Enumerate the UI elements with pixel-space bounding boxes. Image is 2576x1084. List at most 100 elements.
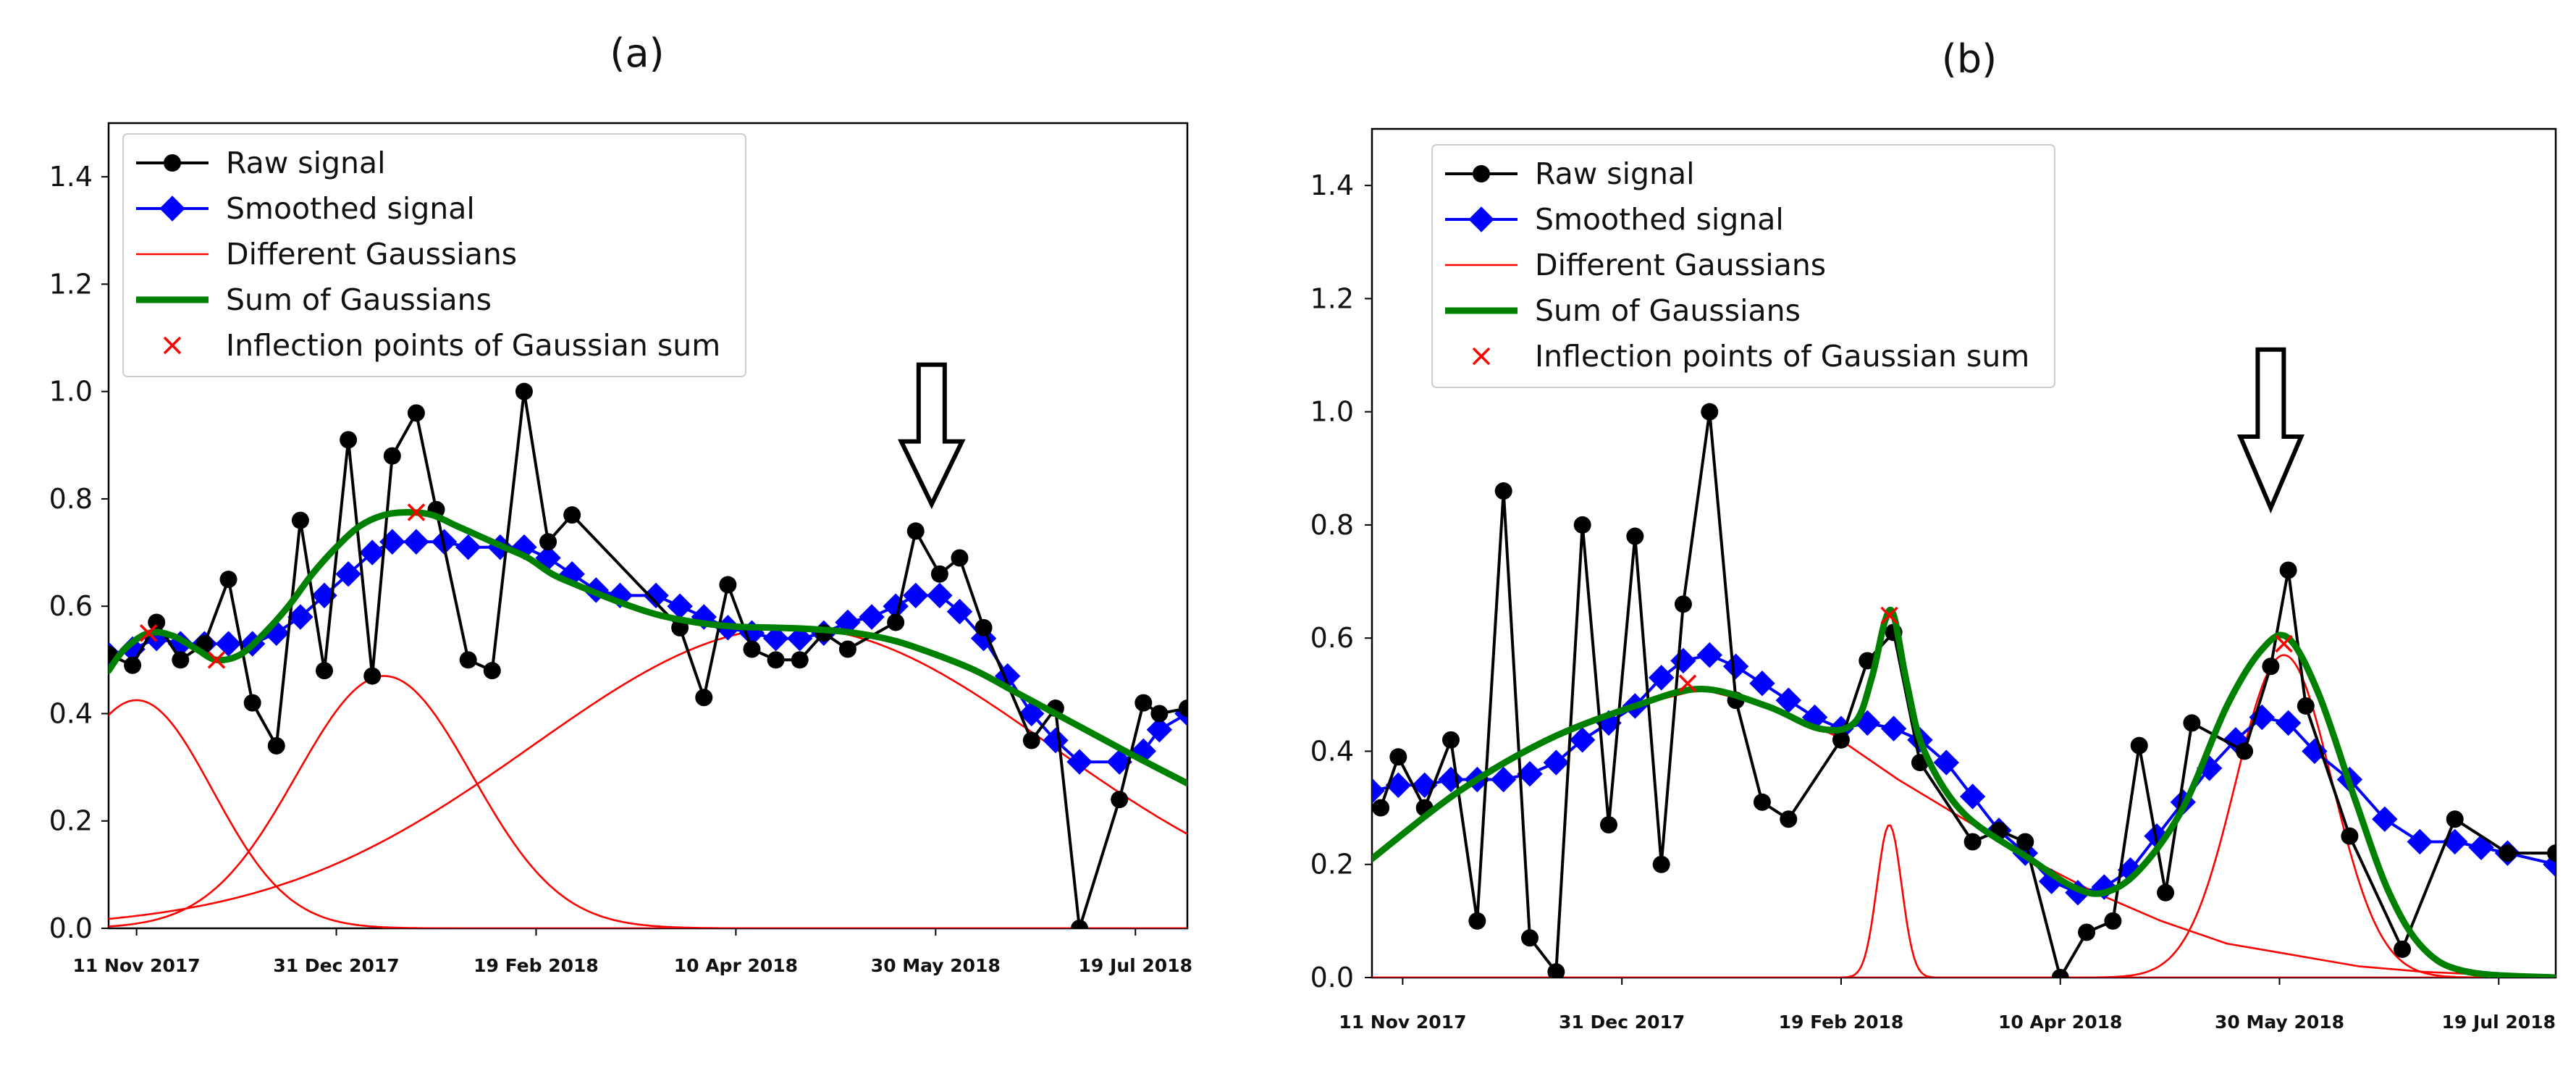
- smoothed-signal-marker: [786, 625, 813, 652]
- legend-item: Raw signal: [1445, 156, 1695, 191]
- raw-signal-marker: [1442, 731, 1460, 749]
- raw-signal-marker: [459, 651, 477, 669]
- y-tick-label: 1.2: [49, 268, 93, 300]
- smoothed-signal-marker: [1933, 749, 1959, 776]
- raw-signal-marker: [243, 694, 261, 712]
- y-tick-label: 0.8: [1310, 509, 1354, 541]
- y-tick-label: 0.8: [49, 483, 93, 515]
- plot-area: [1372, 403, 2556, 978]
- inflection-point-marker: [2275, 634, 2293, 653]
- raw-signal-marker: [695, 689, 713, 707]
- y-tick-label: 0.4: [1310, 735, 1354, 767]
- legend-marker: [163, 336, 182, 355]
- smoothed-signal-marker: [1696, 642, 1722, 668]
- smoothed-signal-marker: [643, 582, 669, 609]
- smoothed-signal-marker: [1106, 749, 1132, 775]
- y-tick-label: 0.4: [49, 697, 93, 729]
- raw-signal-marker: [563, 506, 581, 524]
- smoothed-signal-marker: [1517, 761, 1543, 787]
- down-arrow-annotation: [898, 362, 966, 510]
- raw-signal-marker: [172, 651, 190, 669]
- legend-marker: [164, 154, 181, 172]
- gaussian-curve: [109, 626, 1187, 920]
- x-tick-label: 10 Apr 2018: [674, 955, 798, 976]
- raw-signal-marker: [2394, 940, 2412, 958]
- raw-signal-marker: [124, 656, 142, 674]
- smoothed-signal-marker: [215, 631, 242, 657]
- raw-signal-marker: [2547, 844, 2556, 862]
- raw-signal-marker: [1494, 482, 1512, 500]
- smoothed-signal-marker: [1043, 727, 1069, 754]
- legend-item: Inflection points of Gaussian sum: [1472, 339, 2029, 374]
- sum-of-gaussians-line: [1372, 606, 2556, 978]
- smoothed-signal-marker: [1146, 716, 1173, 743]
- inflection-point-marker: [1880, 606, 1898, 625]
- smoothed-signal-marker: [2275, 710, 2302, 736]
- legend-item: Different Gaussians: [1445, 248, 1826, 282]
- raw-signal-marker: [219, 571, 237, 589]
- raw-signal-marker: [2157, 883, 2175, 902]
- raw-signal-marker: [1389, 748, 1407, 766]
- raw-signal-marker: [1701, 403, 1719, 421]
- raw-signal-marker: [316, 662, 333, 680]
- legend-marker: [159, 196, 185, 222]
- raw-signal-marker: [2183, 714, 2201, 732]
- raw-signal-marker: [2446, 810, 2464, 828]
- raw-signal-marker: [1674, 595, 1692, 613]
- y-tick-label: 0.6: [1310, 622, 1354, 654]
- y-tick-label: 0.2: [49, 805, 93, 837]
- chart-panel-b: (b) 0.0 0.2 0.4 0.6 0.8 1.0 1.2 1.4 11 Nov 2017 31…: [1310, 36, 2557, 1033]
- x-tick-label: 19 Feb 2018: [473, 955, 599, 976]
- panel-label: (a): [610, 30, 664, 76]
- x-tick-label: 11 Nov 2017: [1339, 1012, 1466, 1033]
- legend-label: Smoothed signal: [1535, 202, 1784, 237]
- smoothed-signal-marker: [1722, 653, 1749, 679]
- legend-label: Inflection points of Gaussian sum: [1535, 339, 2029, 374]
- raw-signal-marker: [1150, 705, 1169, 723]
- raw-signal-marker: [1179, 699, 1187, 718]
- smoothed-signal-marker: [2372, 806, 2398, 832]
- raw-signal-marker: [767, 651, 785, 669]
- legend-box: [1431, 144, 2055, 388]
- smoothed-signal-marker: [359, 539, 385, 566]
- smoothed-signal-marker: [2468, 834, 2494, 861]
- raw-signal-marker: [1780, 810, 1798, 828]
- raw-signal-marker: [148, 613, 166, 631]
- legend-item: Smoothed signal: [136, 191, 475, 226]
- smoothed-signal-marker: [762, 625, 789, 652]
- legend-item: Raw signal: [136, 146, 386, 180]
- legend-item: Sum of Gaussians: [136, 282, 492, 317]
- raw-signal-marker: [1652, 855, 1670, 873]
- raw-signal-marker: [2104, 912, 2122, 930]
- raw-signal-marker: [2236, 742, 2254, 760]
- raw-signal-marker: [539, 533, 557, 551]
- y-tick-label: 1.2: [1310, 282, 1354, 314]
- y-tick-label: 1.4: [1310, 169, 1354, 201]
- smoothed-signal-marker: [1648, 665, 1675, 691]
- raw-signal-line: [109, 390, 1187, 928]
- legend-item: Smoothed signal: [1445, 202, 1784, 237]
- raw-signal-marker: [2016, 833, 2034, 851]
- panel-label: (b): [1942, 36, 1997, 82]
- raw-signal-marker: [1135, 694, 1153, 712]
- raw-signal-marker: [1111, 791, 1129, 809]
- x-tick-label: 19 Jul 2018: [1079, 955, 1192, 976]
- raw-signal-marker: [483, 662, 501, 680]
- raw-signal-marker: [407, 404, 425, 422]
- inflection-point-marker: [207, 651, 226, 669]
- smoothed-signal-marker: [1880, 715, 1907, 741]
- smoothed-signal-marker: [1543, 749, 1570, 776]
- raw-signal-marker: [2499, 844, 2517, 862]
- legend-label: Sum of Gaussians: [1535, 293, 1801, 328]
- gaussian-curve: [109, 699, 1187, 928]
- raw-signal-marker: [383, 447, 401, 465]
- raw-signal-marker: [363, 667, 382, 685]
- smoothed-signal-marker: [1959, 783, 1986, 810]
- raw-signal-marker: [2279, 561, 2297, 579]
- raw-signal-marker: [1071, 920, 1088, 928]
- legend-label: Smoothed signal: [226, 191, 475, 226]
- raw-signal-marker: [951, 549, 969, 567]
- smoothed-signal-marker: [859, 604, 885, 630]
- chart-panel-a: (a) 0.0 0.2 0.4 0.6 0.8 1.0 1.2 1.4 11 Nov 2017 31…: [49, 30, 1192, 976]
